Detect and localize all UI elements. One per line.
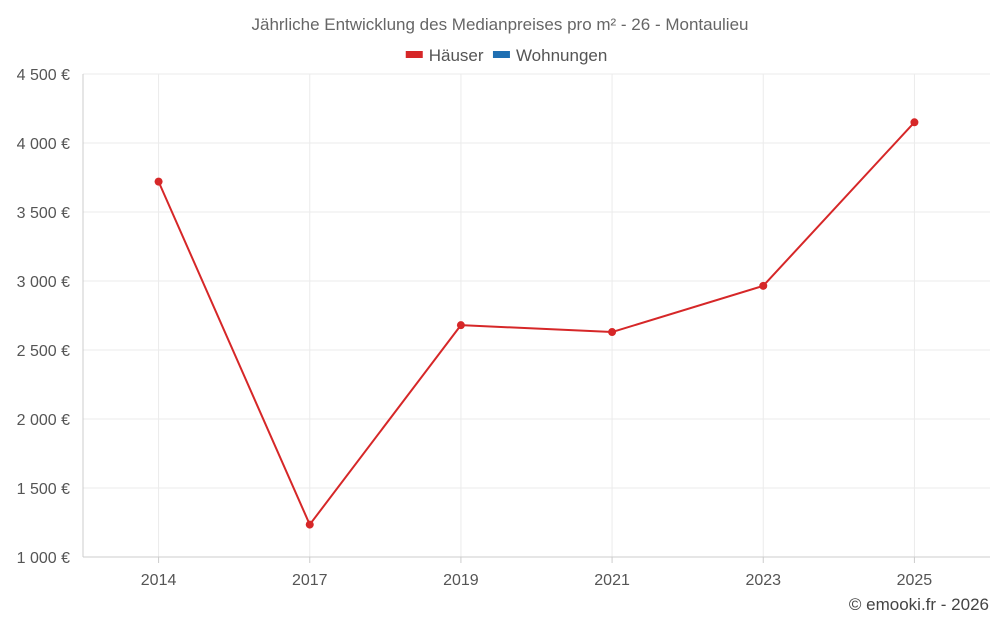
x-tick-label: 2017: [292, 572, 328, 589]
y-tick-label: 1 000 €: [17, 550, 70, 567]
legend-label: Häuser: [429, 46, 484, 65]
y-tick-label: 4 000 €: [17, 136, 70, 153]
x-tick-label: 2014: [141, 572, 177, 589]
chart-title: Jährliche Entwicklung des Medianpreises …: [251, 15, 748, 34]
legend-item-haeuser[interactable]: Häuser: [405, 46, 484, 65]
y-tick-label: 3 000 €: [17, 274, 70, 291]
x-tick-label: 2021: [594, 572, 630, 589]
axes: 1 000 € 1 500 € 2 000 € 2 500 € 3 000 € 3 500…: [17, 67, 990, 589]
grid: [83, 73, 990, 557]
copyright-text: © emooki.fr - 2026: [849, 595, 989, 614]
y-tick-label: 2 500 €: [17, 343, 70, 360]
series-line-haeuser: [157, 121, 916, 526]
legend-item-wohnungen[interactable]: Wohnungen: [492, 46, 607, 65]
x-tick-label: 2023: [745, 572, 781, 589]
legend-label: Wohnungen: [516, 46, 607, 65]
data-point[interactable]: [456, 321, 465, 330]
legend-swatch: [492, 51, 510, 58]
data-point[interactable]: [910, 118, 919, 127]
x-tick-label: 2025: [897, 572, 933, 589]
data-point[interactable]: [759, 281, 768, 290]
x-tick-label: 2019: [443, 572, 479, 589]
legend-swatch: [405, 51, 423, 58]
data-point[interactable]: [608, 328, 617, 337]
series-layer: [154, 118, 919, 529]
y-tick-label: 3 500 €: [17, 205, 70, 222]
y-tick-label: 2 000 €: [17, 412, 70, 429]
y-tick-label: 4 500 €: [17, 67, 70, 84]
data-point[interactable]: [305, 520, 314, 529]
data-point[interactable]: [154, 177, 163, 186]
y-tick-label: 1 500 €: [17, 481, 70, 498]
legend: Häuser Wohnungen: [405, 46, 607, 65]
